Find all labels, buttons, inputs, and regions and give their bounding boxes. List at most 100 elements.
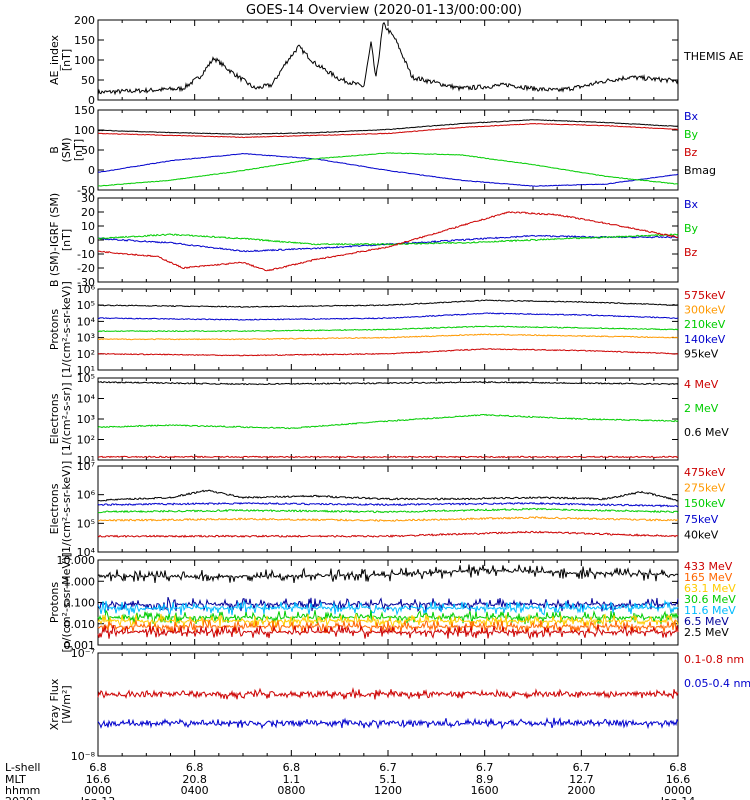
- y-tick-label: 10: [81, 220, 95, 233]
- series-475kev: [97, 530, 679, 538]
- y-tick-label: 10⁵: [77, 299, 95, 312]
- y-tick-label: 10³: [77, 332, 95, 345]
- legend-entry: By: [684, 222, 699, 235]
- y-tick-label: 200: [74, 14, 95, 27]
- y-tick-label: -30: [77, 276, 95, 289]
- legend-entry: 300keV: [684, 304, 726, 317]
- legend-entry: 275keV: [684, 482, 726, 495]
- series-0-05-0-4-nm: [97, 716, 679, 730]
- y-axis-label-line: AE_index: [48, 34, 61, 85]
- series-63-1-mev: [97, 613, 679, 629]
- y-tick-label: 10²: [77, 348, 95, 361]
- series-210kev: [97, 325, 679, 333]
- x-tick-label-hhmm: 0000: [664, 784, 692, 797]
- x-tick-label-mlt: 20.8: [182, 773, 207, 786]
- series-275kev: [97, 516, 678, 522]
- series-75kev: [97, 501, 679, 508]
- y-tick-label: 0.010: [64, 618, 96, 631]
- y-tick-label: 0.100: [64, 597, 96, 610]
- y-tick-label: 20: [81, 206, 95, 219]
- series-by: [97, 233, 679, 246]
- x-tick-label-hhmm: 1600: [471, 784, 499, 797]
- legend-entry: 575keV: [684, 289, 726, 302]
- y-tick-label: 150: [74, 104, 95, 117]
- legend-entry: 0.05-0.4 nm: [684, 677, 750, 690]
- legend-entry: Bx: [684, 110, 699, 123]
- y-axis-label: Electrons[1/(cm²-s-sr-keV)]: [48, 461, 73, 558]
- y-tick-label: 10⁴: [77, 393, 96, 406]
- y-axis-label-line: [1/(cm²-s-sr-keV)]: [60, 461, 73, 558]
- x-tick-label-hhmm: 2000: [567, 784, 595, 797]
- y-tick-label: 10⁻⁸: [71, 750, 96, 763]
- row-label: MLT: [5, 773, 26, 786]
- series-433-mev: [97, 624, 679, 640]
- series-bmag: [97, 119, 679, 135]
- legend-entry: 210keV: [684, 318, 726, 331]
- y-tick-label: 100: [74, 124, 95, 137]
- x-tick-label-lshell: 6.7: [573, 761, 591, 774]
- legend-entry: Bx: [684, 198, 699, 211]
- y-tick-label: 0: [88, 234, 95, 247]
- y-axis-label-line: B (SM)-IGRF (SM): [48, 193, 61, 287]
- y-axis-label: B (SM)-IGRF (SM)[nT]: [48, 193, 73, 287]
- legend-entry: Bmag: [684, 164, 716, 177]
- panel-B_SM: 150 100 50 0 -50 B(SM)[nT] Bx By Bz Bmag: [48, 104, 716, 197]
- panel-Electrons_EPEAD: 10⁵ 10⁴ 10³ 10² 10¹ Electrons[1/(cm²-s-sr)] 4 …: [48, 372, 729, 467]
- y-axis-label-line: [nT]: [60, 49, 73, 71]
- y-axis-label-line: Protons: [48, 582, 61, 623]
- legend-entry: 75keV: [684, 513, 719, 526]
- y-axis-label-line: Electrons: [48, 393, 61, 444]
- y-tick-label: 1.000: [64, 575, 96, 588]
- panel-Protons_MAGED: 10⁶ 10⁵ 10⁴ 10³ 10² 10¹ Protons[1/(cm²-s-sr-ke…: [48, 281, 726, 378]
- y-tick-label: 30: [81, 192, 95, 205]
- y-axis-label-line: [1/(cm²-s-sr)]: [60, 383, 73, 456]
- y-axis-label-line: [nT]: [60, 229, 73, 251]
- x-tick-label-mlt: 16.6: [86, 773, 111, 786]
- series-95kev: [97, 299, 679, 308]
- y-axis-label-line: Xray Flux: [48, 678, 61, 730]
- legend-entry: 475keV: [684, 466, 726, 479]
- x-tick-label-mlt: 8.9: [476, 773, 494, 786]
- y-tick-label: 0: [88, 94, 95, 107]
- x-tick-label-hhmm: 0400: [181, 784, 209, 797]
- panel-Electrons_MAGED: 10⁷ 10⁶ 10⁵ 10⁴ Electrons[1/(cm²-s-sr-keV)] 4…: [48, 460, 726, 559]
- x-tick-label-mlt: 12.7: [569, 773, 594, 786]
- y-axis-label-line: [W/m²]: [60, 685, 73, 723]
- series-575kev: [97, 348, 679, 357]
- x-tick-label-mlt: 1.1: [283, 773, 301, 786]
- row-label: hhmm: [5, 784, 40, 797]
- legend-entry: 150keV: [684, 497, 726, 510]
- series-0-1-0-8-nm: [97, 687, 679, 700]
- x-tick-label-lshell: 6.7: [379, 761, 397, 774]
- y-tick-label: 10³: [77, 413, 95, 426]
- legend-entry: 2 MeV: [684, 402, 719, 415]
- panel-frame: [97, 652, 679, 757]
- panel-AE: 200 150 100 50 0 AE_index[nT] THEMIS AE: [48, 14, 744, 107]
- y-axis-label-line: (SM): [60, 137, 73, 162]
- panel-frame: [97, 465, 679, 553]
- panel-Xray: 10⁻⁷ 10⁻⁸ Xray Flux[W/m²] 0.1-0.8 nm 0.05-0.…: [48, 647, 750, 763]
- legend-entry: 30.6 MeV: [684, 593, 736, 606]
- x-tick-label-mlt: 5.1: [379, 773, 397, 786]
- y-tick-label: 100: [74, 54, 95, 67]
- y-tick-label: 10⁴: [77, 546, 96, 559]
- series-bz: [97, 122, 679, 139]
- x-tick-label-lshell: 6.8: [283, 761, 301, 774]
- y-tick-label: 10⁶: [77, 283, 96, 296]
- series-150kev: [97, 507, 679, 514]
- legend-entry: 40keV: [684, 528, 719, 541]
- x-tick-label-date: Jan 14: [660, 795, 695, 800]
- y-axis-label: Protons[p/(cm²-s-sr-MeV)]: [48, 553, 73, 653]
- y-axis-label: B(SM)[nT]: [48, 137, 85, 162]
- y-axis-label-line: [p/(cm²-s-sr-MeV)]: [60, 553, 73, 653]
- y-axis-label: Xray Flux[W/m²]: [48, 678, 73, 730]
- x-tick-label-hhmm: 0000: [84, 784, 112, 797]
- y-tick-label: -10: [77, 248, 95, 261]
- y-tick-label: 10⁴: [77, 315, 96, 328]
- series-40kev: [97, 489, 679, 502]
- y-tick-label: 0: [88, 164, 95, 177]
- y-tick-label: 10¹: [77, 364, 95, 377]
- x-tick-label-hhmm: 1200: [374, 784, 402, 797]
- y-tick-label: 10⁵: [77, 372, 95, 385]
